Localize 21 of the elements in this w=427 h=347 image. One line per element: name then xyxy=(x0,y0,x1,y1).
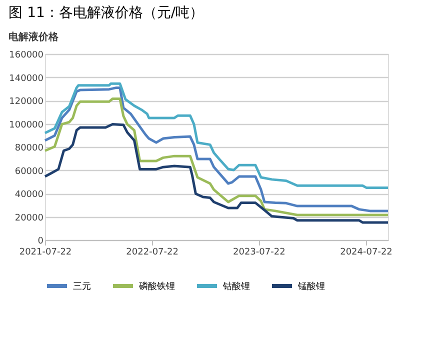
legend-label: 钴酸锂 xyxy=(222,281,250,292)
x-tick-label: 2022-07-22 xyxy=(126,248,178,258)
y-tick-label: 100000 xyxy=(9,120,44,130)
y-tick-label: 20000 xyxy=(14,213,44,224)
x-tick-label: 2024-07-22 xyxy=(340,248,392,258)
y-tick-label: 0 xyxy=(38,236,44,246)
line-series xyxy=(44,82,390,189)
y-tick-label: 60000 xyxy=(14,166,44,177)
chart-subtitle: 电解液价格 xyxy=(8,31,60,43)
x-tick-label: 2021-07-22 xyxy=(19,248,72,258)
y-tick-label: 160000 xyxy=(9,50,44,60)
y-tick-label: 120000 xyxy=(9,97,44,107)
chart-title: 图 11：各电解液价格（元/吨） xyxy=(8,5,204,21)
y-tick-label: 140000 xyxy=(9,74,44,84)
legend-label: 锰酸锂 xyxy=(297,281,325,292)
x-tick-label: 2023-07-22 xyxy=(232,248,286,258)
legend-label: 三元 xyxy=(73,281,91,292)
legend-label: 磷酸铁锂 xyxy=(138,281,175,292)
y-tick-label: 80000 xyxy=(14,144,44,154)
y-tick-label: 40000 xyxy=(14,190,44,200)
line-series xyxy=(44,122,390,224)
